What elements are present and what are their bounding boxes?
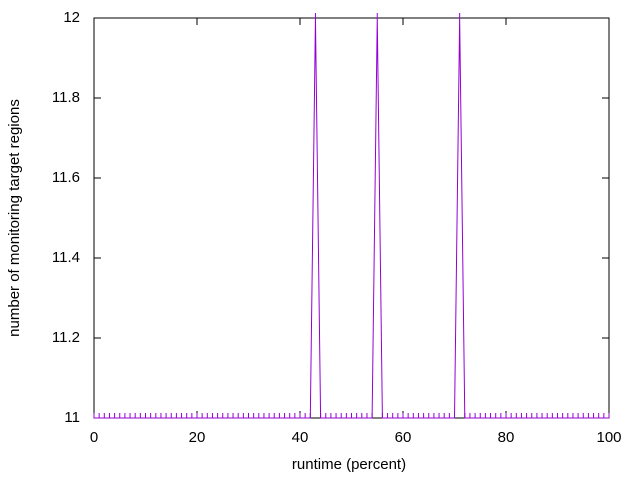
y-tick-label: 12 xyxy=(63,9,80,26)
x-tick-label: 80 xyxy=(498,429,515,446)
x-tick-label: 60 xyxy=(395,429,412,446)
y-tick-label: 11.6 xyxy=(52,169,80,186)
y-tick-label: 11.2 xyxy=(52,329,80,346)
x-tick-label: 40 xyxy=(292,429,309,446)
x-tick-label: 20 xyxy=(189,429,206,446)
y-axis-label: number of monitoring target regions xyxy=(6,99,23,337)
y-tick-label: 11.4 xyxy=(52,249,80,266)
x-axis-label: runtime (percent) xyxy=(292,456,406,473)
y-tick-label: 11.8 xyxy=(52,89,80,106)
data-line xyxy=(94,17,609,419)
x-tick-label: 100 xyxy=(596,429,621,446)
y-tick-label: 11 xyxy=(64,409,80,426)
x-tick-label: 0 xyxy=(90,429,98,446)
plot-border xyxy=(93,17,610,419)
